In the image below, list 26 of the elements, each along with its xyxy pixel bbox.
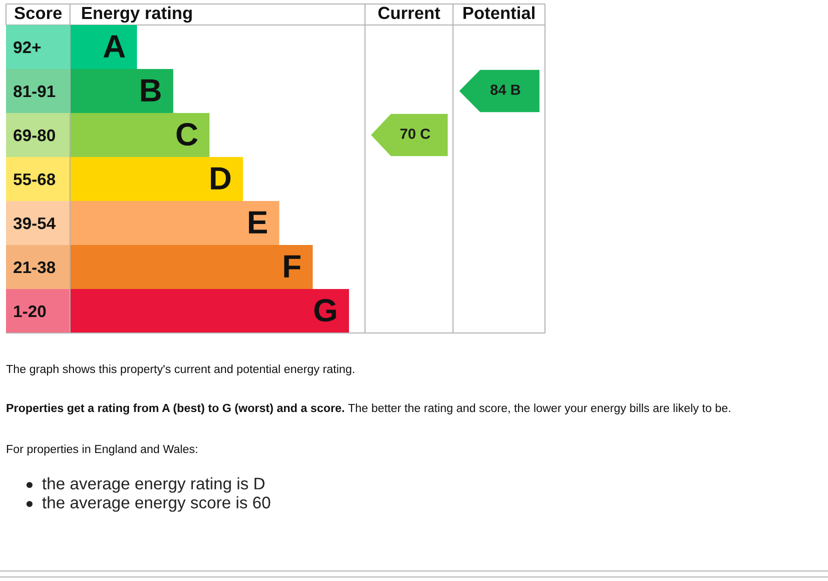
annotation: D xyxy=(210,167,231,190)
y-axis-title: Score xyxy=(14,6,62,20)
text: the average energy score is 60 xyxy=(42,496,270,512)
annotation: G xyxy=(314,299,336,322)
text: For properties in England and Wales: xyxy=(6,444,198,456)
annotation: C xyxy=(176,123,198,146)
y-tick-label: 69-80 xyxy=(14,129,55,142)
text: The better the rating and score, the lower your energy bills are likely to be. xyxy=(348,404,730,414)
text: The graph shows this property's current and potential energy rating. xyxy=(6,364,354,376)
x-axis-title: Energy rating xyxy=(82,6,192,23)
text: Potential xyxy=(464,6,534,20)
y-tick-label: 1-20 xyxy=(14,305,46,318)
y-tick-label: 81-91 xyxy=(14,85,56,98)
text: 84 B xyxy=(490,84,520,95)
y-tick-label: 39-54 xyxy=(13,217,56,230)
text: 70 C xyxy=(400,128,430,139)
y-tick-label: 21-38 xyxy=(14,261,56,274)
annotation: A xyxy=(104,35,126,58)
y-tick-label: 55-68 xyxy=(14,173,56,186)
text: the average energy rating is D xyxy=(42,477,264,493)
annotation: B xyxy=(141,79,161,102)
annotation: E xyxy=(248,211,267,234)
y-tick-label: 92+ xyxy=(14,41,41,54)
text: Current xyxy=(378,6,440,20)
annotation: F xyxy=(284,255,300,278)
text: Properties get a rating from A (best) to G (worst) and a score. xyxy=(6,404,344,414)
